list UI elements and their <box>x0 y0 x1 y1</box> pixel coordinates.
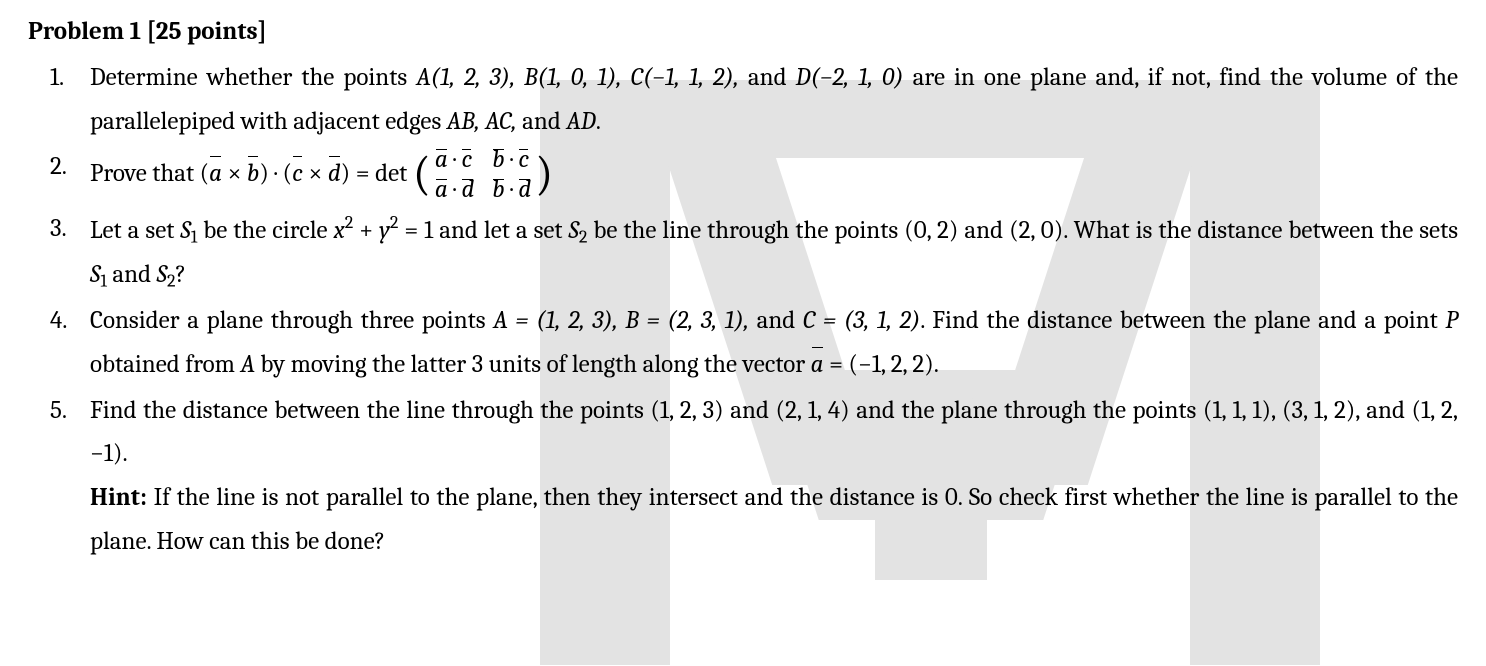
text: . What is the distance between the sets <box>1063 216 1458 245</box>
math-pt: (2, 0) <box>1009 216 1063 245</box>
text: by moving the latter 3 units of length a… <box>255 350 811 379</box>
text: and the plane through the points <box>850 396 1203 425</box>
math-s2: S2 <box>569 216 588 245</box>
text: . <box>596 107 601 136</box>
math-edge-ad: AD <box>566 107 595 136</box>
math-edges: AB, AC, <box>447 107 517 136</box>
problem-list: 1. Determine whether the points A(1, 2, … <box>28 56 1458 564</box>
determinant: ( a · c b · c a · d b · d ) <box>413 145 554 205</box>
text: obtained from <box>90 350 240 379</box>
math-point-c: C = (3, 1, 2) <box>803 306 920 335</box>
math-P: P <box>1445 306 1458 335</box>
problem-item-5: 5. Find the distance between the line th… <box>90 389 1458 564</box>
text: be the circle <box>197 216 333 245</box>
math-s1: S1 <box>180 216 197 245</box>
math-pt: (0, 2) <box>904 216 958 245</box>
text: Consider a plane through three points <box>90 306 493 335</box>
hint-label: Hint: <box>90 483 147 512</box>
text: Determine whether the points <box>90 63 416 92</box>
item-number: 3. <box>50 207 67 251</box>
text: . <box>934 350 939 379</box>
math-s1: S1 <box>90 260 107 289</box>
math-vec: a = (−1, 2, 2) <box>811 350 934 379</box>
text: . Find the distance between the plane an… <box>920 306 1445 335</box>
math-pts: (1, 1, 1), (3, 1, 2), <box>1203 396 1360 425</box>
problem-content: Problem 1 [25 points] 1. Determine wheth… <box>0 0 1486 564</box>
problem-item-3: 3. Let a set S1 be the circle x2 + y2 = … <box>90 207 1458 297</box>
math-A: A <box>240 350 254 379</box>
text: and <box>724 396 776 425</box>
math-points: A = (1, 2, 3), B = (2, 3, 1), <box>493 306 749 335</box>
text: and <box>1360 396 1412 425</box>
item-number: 2. <box>50 145 67 189</box>
text: Let a set <box>90 216 180 245</box>
math-circle: x2 + y2 = 1 <box>334 216 434 245</box>
problem-title: Problem 1 [25 points] <box>28 10 1458 54</box>
item-number: 1. <box>50 56 64 100</box>
problem-item-4: 4. Consider a plane through three points… <box>90 299 1458 387</box>
text: and <box>517 107 567 136</box>
text: Prove that <box>90 159 200 188</box>
math-expr: (a × b) · (c × d) = det ( a · c b · c a … <box>200 159 554 188</box>
text: and <box>739 63 796 92</box>
math-point-d: D(−2, 1, 0) <box>796 63 904 92</box>
text: and <box>749 306 803 335</box>
text: . <box>122 439 127 468</box>
math-s2: S2 <box>157 260 176 289</box>
text: ? <box>175 260 186 289</box>
item-number: 5. <box>50 389 67 433</box>
text: and <box>958 216 1009 245</box>
text: be the line through the points <box>587 216 904 245</box>
text: Find the distance between the line throu… <box>90 396 650 425</box>
hint-text: If the line is not parallel to the plane… <box>90 483 1458 556</box>
problem-item-1: 1. Determine whether the points A(1, 2, … <box>90 56 1458 144</box>
text: and let a set <box>433 216 568 245</box>
problem-item-2: 2. Prove that (a × b) · (c × d) = det ( … <box>90 145 1458 205</box>
item-number: 4. <box>50 299 67 343</box>
text: and <box>107 260 157 289</box>
math-pt: (2, 1, 4) <box>776 396 850 425</box>
math-pt: (1, 2, 3) <box>650 396 723 425</box>
math-points: A(1, 2, 3), B(1, 0, 1), C(−1, 1, 2), <box>416 63 739 92</box>
